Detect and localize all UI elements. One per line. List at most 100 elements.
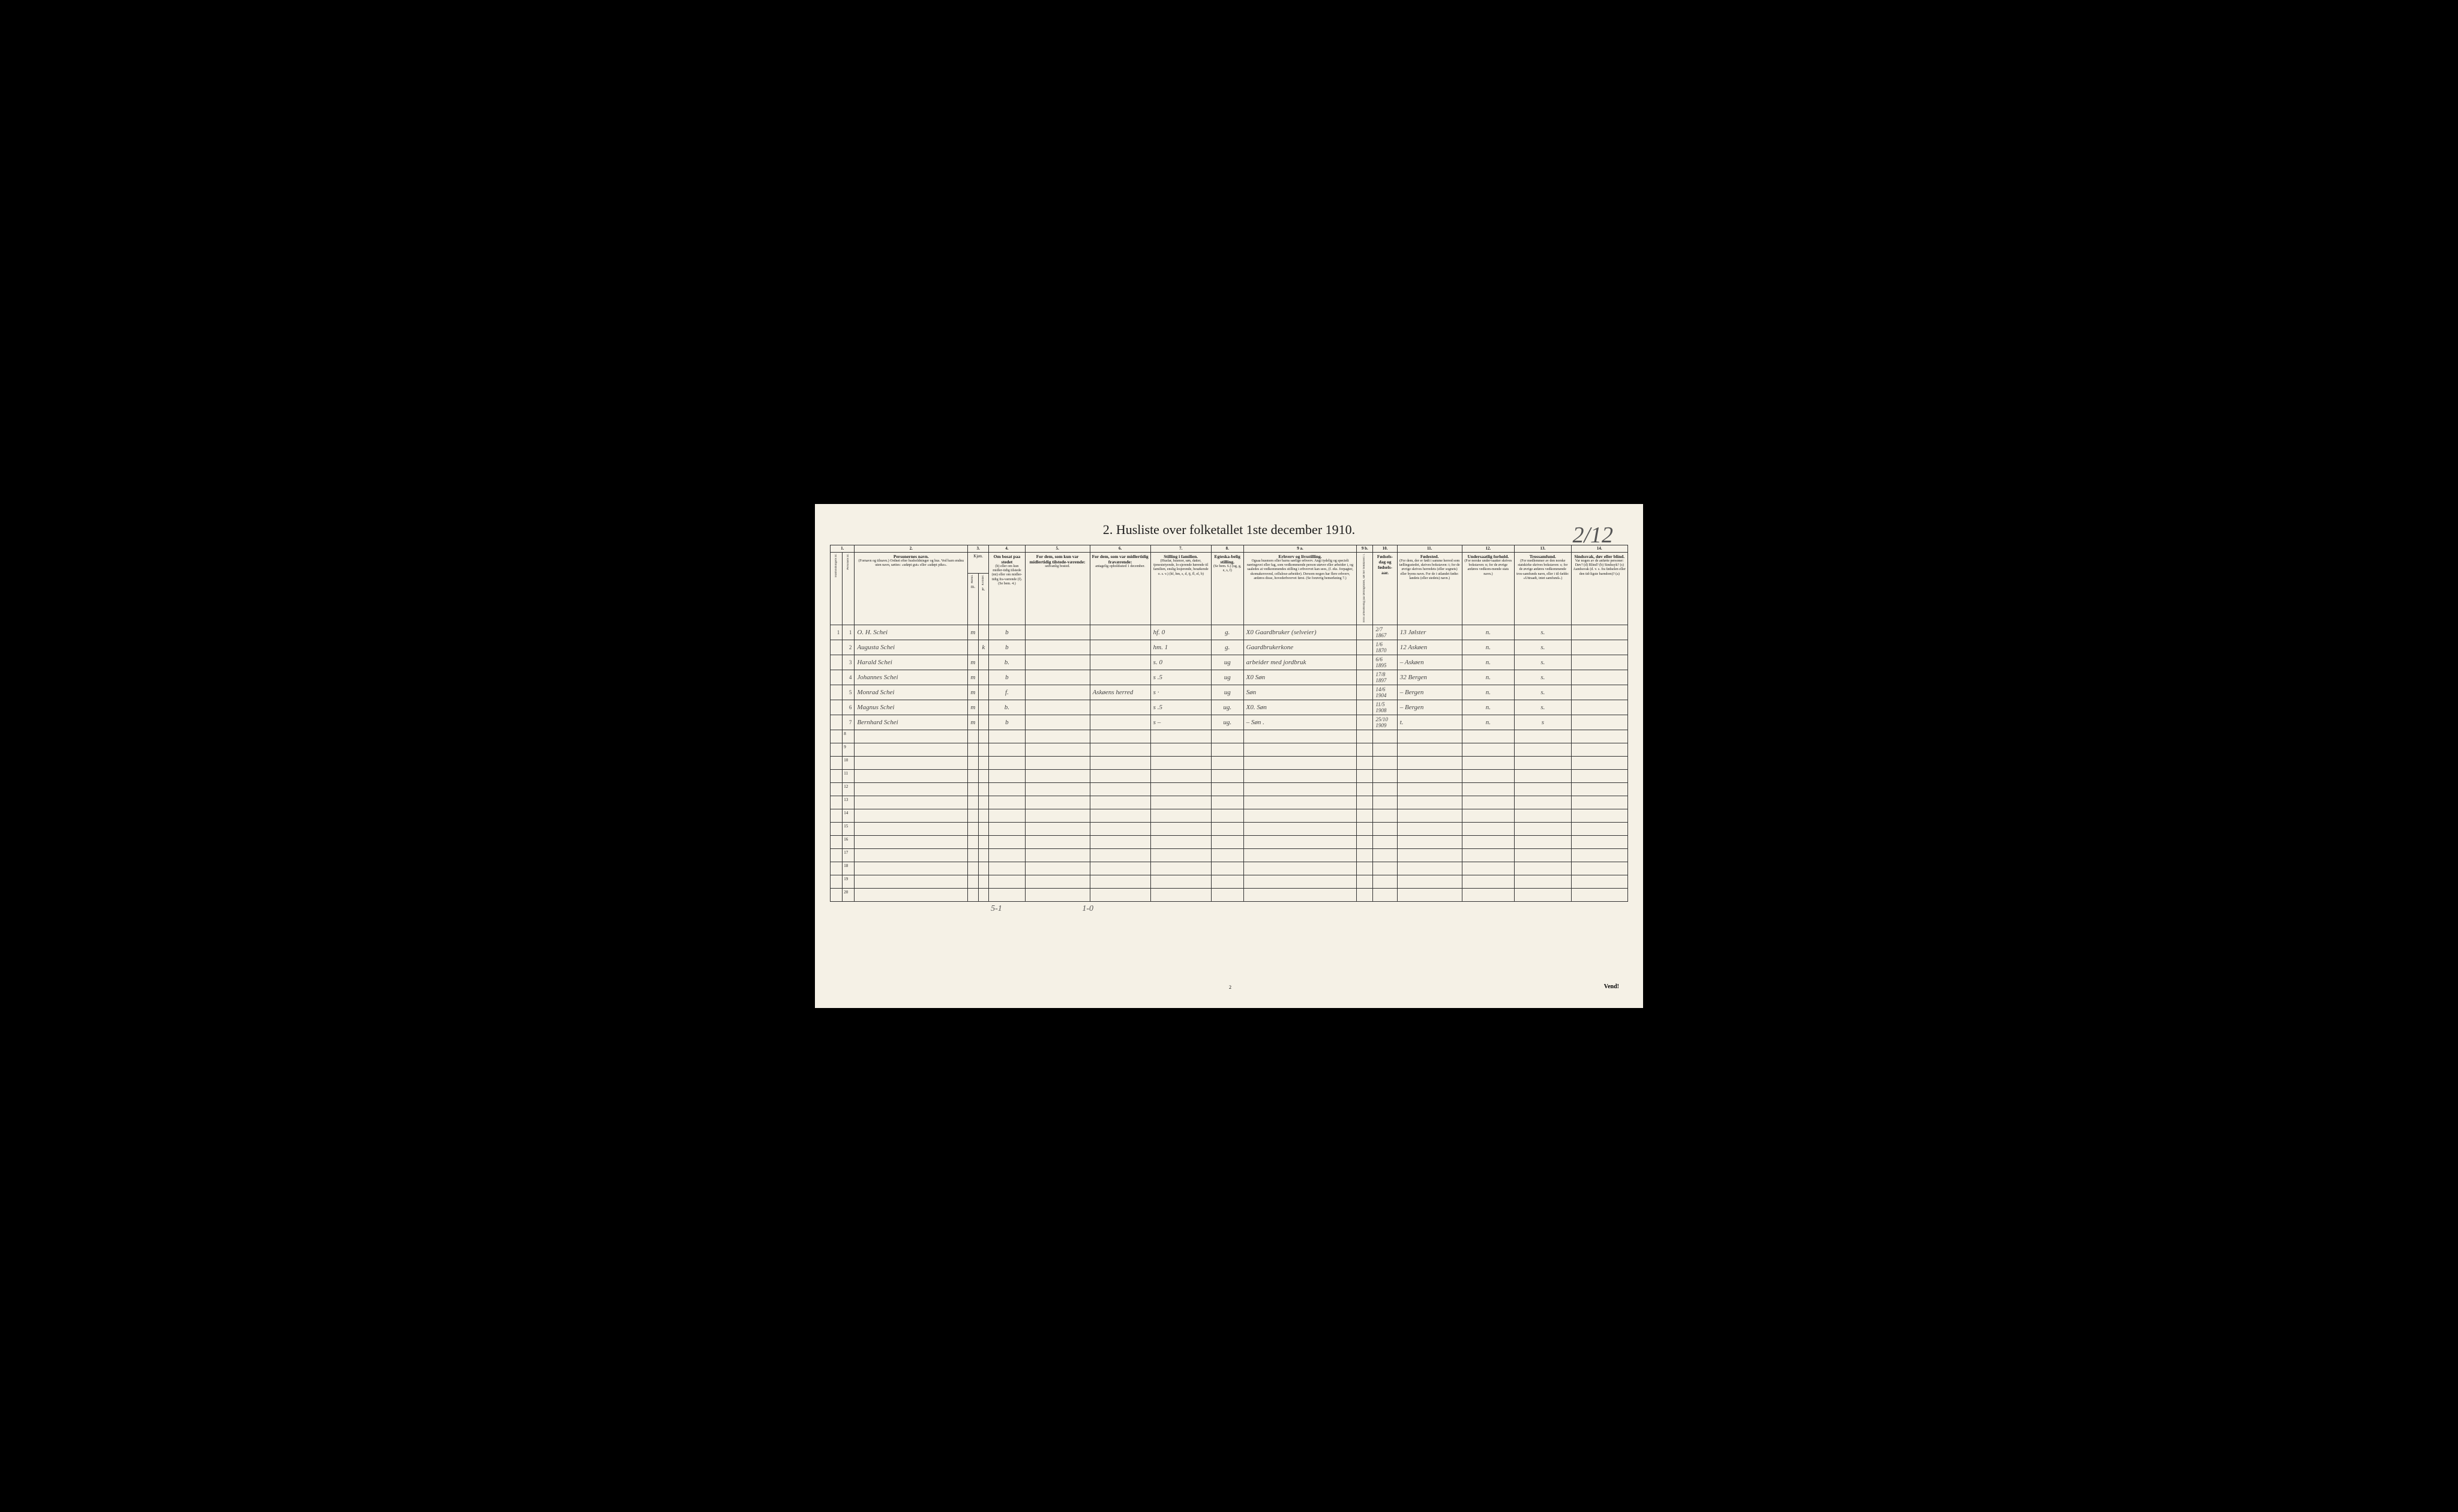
table-cell: [1357, 836, 1373, 849]
table-row: 13: [831, 796, 1628, 809]
table-cell: [1571, 743, 1627, 757]
table-cell: b: [989, 640, 1026, 655]
col-num: 4.: [989, 545, 1026, 553]
table-cell: b: [989, 715, 1026, 730]
table-cell: [1357, 743, 1373, 757]
table-cell: 18: [843, 862, 855, 875]
table-cell: [1397, 783, 1462, 796]
table-cell: [1462, 730, 1515, 743]
table-cell: [1150, 889, 1211, 902]
table-cell: [1373, 849, 1397, 862]
header-family-position: Stilling i familien. (Husfar, husmor, sø…: [1150, 553, 1211, 625]
table-cell: n.: [1462, 670, 1515, 685]
census-page: 2/12 2. Husliste over folketallet 1ste d…: [815, 504, 1643, 1008]
table-row: 9: [831, 743, 1628, 757]
table-cell: 11: [843, 770, 855, 783]
table-cell: [978, 796, 989, 809]
table-row: 15: [831, 823, 1628, 836]
table-cell: [1515, 796, 1571, 809]
table-cell: [1357, 889, 1373, 902]
table-cell: n.: [1462, 700, 1515, 715]
table-cell: [855, 889, 968, 902]
table-cell: [1462, 783, 1515, 796]
table-cell: [989, 836, 1026, 849]
table-row: 3Harald Scheimb.s. 0ugarbeider med jordb…: [831, 655, 1628, 670]
table-cell: [1373, 823, 1397, 836]
table-cell: [978, 770, 989, 783]
table-cell: f.: [989, 685, 1026, 700]
table-cell: [1090, 875, 1150, 889]
table-cell: [1025, 889, 1090, 902]
table-cell: [831, 796, 843, 809]
table-row: 5Monrad Scheimf.Askøens herreds ·ugSøn14…: [831, 685, 1628, 700]
table-cell: [1211, 757, 1243, 770]
table-cell: [1515, 743, 1571, 757]
handwritten-page-number: 2/12: [1572, 522, 1613, 548]
table-cell: [989, 770, 1026, 783]
table-cell: [989, 809, 1026, 823]
header-name: Personernes navn. (Fornavn og tilnavn.) …: [855, 553, 968, 625]
table-cell: [1211, 875, 1243, 889]
table-cell: Søn: [1243, 685, 1357, 700]
table-cell: [855, 849, 968, 862]
table-cell: [1462, 889, 1515, 902]
table-cell: [1357, 670, 1373, 685]
table-cell: [1462, 796, 1515, 809]
table-cell: [831, 655, 843, 670]
table-cell: [1373, 743, 1397, 757]
table-cell: b.: [989, 700, 1026, 715]
table-cell: 16: [843, 836, 855, 849]
table-cell: [978, 715, 989, 730]
table-cell: [968, 809, 979, 823]
table-cell: [1571, 796, 1627, 809]
table-cell: 32 Bergen: [1397, 670, 1462, 685]
table-cell: [1211, 796, 1243, 809]
table-cell: [989, 757, 1026, 770]
table-cell: g.: [1211, 640, 1243, 655]
table-cell: – Søn .: [1243, 715, 1357, 730]
table-cell: 10: [843, 757, 855, 770]
table-row: 18: [831, 862, 1628, 875]
table-cell: [1515, 730, 1571, 743]
header-marital: Egteska-belig stilling. (Se bem. 6.) (ug…: [1211, 553, 1243, 625]
table-cell: s. 0: [1150, 655, 1211, 670]
table-cell: [1025, 836, 1090, 849]
table-cell: [1090, 640, 1150, 655]
table-cell: s ·: [1150, 685, 1211, 700]
table-cell: [1211, 823, 1243, 836]
table-cell: [1243, 849, 1357, 862]
table-cell: [1571, 836, 1627, 849]
table-cell: 14/6 1904: [1373, 685, 1397, 700]
table-cell: n.: [1462, 625, 1515, 640]
table-row: 8: [831, 730, 1628, 743]
table-cell: [1090, 715, 1150, 730]
table-cell: [1571, 849, 1627, 862]
table-cell: [831, 730, 843, 743]
table-cell: [1571, 655, 1627, 670]
table-cell: [1397, 757, 1462, 770]
header-household-num: Husholdningens nr.: [831, 553, 843, 625]
col-num: 1.: [831, 545, 855, 553]
header-resident: Om bosat paa stedet (b) eller om kun mid…: [989, 553, 1026, 625]
table-cell: [1025, 625, 1090, 640]
table-cell: [1397, 889, 1462, 902]
table-cell: [1571, 625, 1627, 640]
table-cell: [1397, 809, 1462, 823]
table-cell: [1397, 770, 1462, 783]
table-cell: 7: [843, 715, 855, 730]
table-cell: [978, 889, 989, 902]
col-num: 12.: [1462, 545, 1515, 553]
table-cell: n.: [1462, 685, 1515, 700]
table-cell: [1090, 670, 1150, 685]
table-cell: [1357, 809, 1373, 823]
table-cell: ug: [1211, 670, 1243, 685]
col-num: 13.: [1515, 545, 1571, 553]
table-cell: [1243, 757, 1357, 770]
table-row: 11: [831, 770, 1628, 783]
table-cell: [1025, 715, 1090, 730]
table-cell: [1090, 823, 1150, 836]
table-cell: [1150, 770, 1211, 783]
table-cell: Augusta Schei: [855, 640, 968, 655]
table-cell: [968, 862, 979, 875]
table-cell: [1243, 889, 1357, 902]
